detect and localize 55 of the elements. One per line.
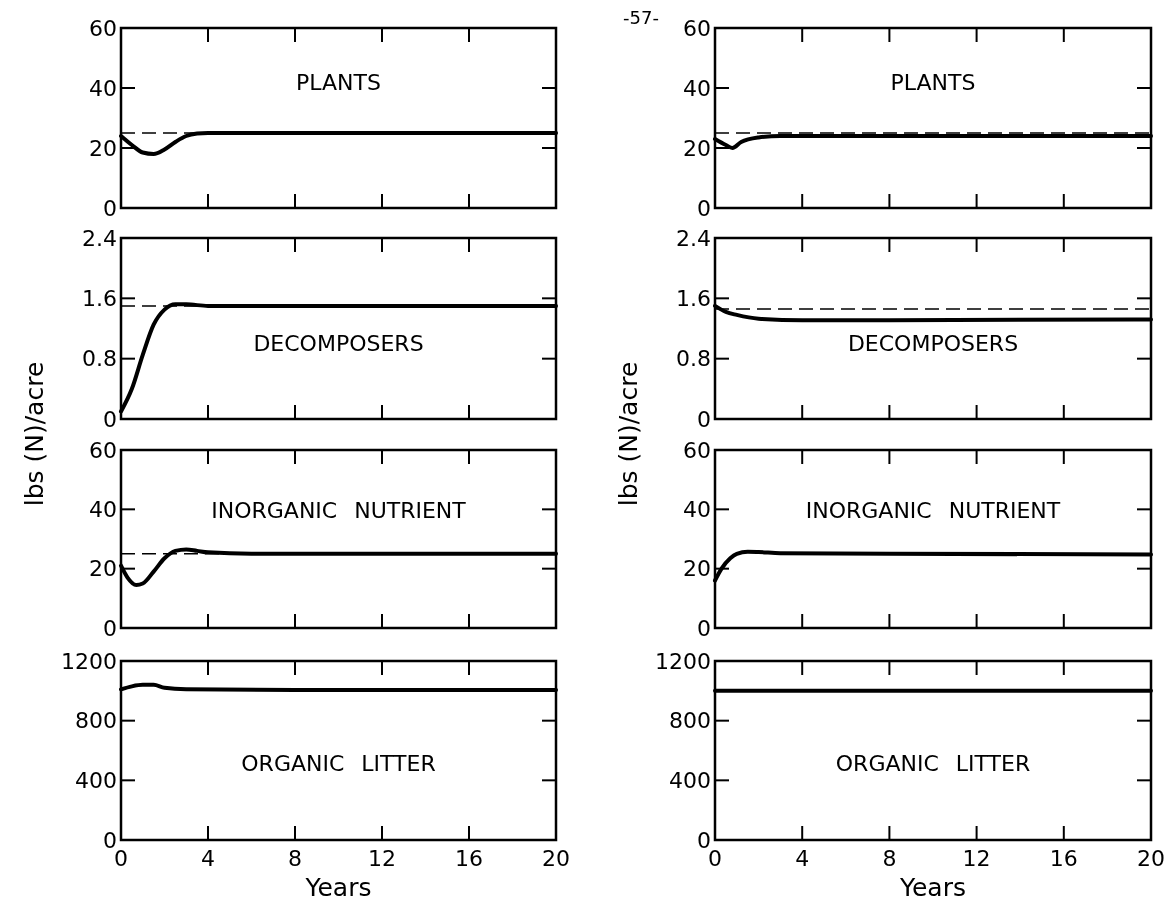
text: ORGANIC LITTER bbox=[241, 750, 436, 776]
y-tick-label: 0.8 bbox=[82, 346, 117, 372]
x-tick-label: 20 bbox=[1137, 846, 1164, 871]
y-tick-label: 60 bbox=[89, 15, 117, 41]
y-tick-label: 60 bbox=[683, 15, 711, 41]
x-axis-title: Years bbox=[304, 873, 372, 900]
y-tick-label: 0 bbox=[697, 406, 711, 432]
y-tick-label: 800 bbox=[75, 708, 117, 734]
x-tick-label: 16 bbox=[455, 846, 483, 871]
x-tick-label: 12 bbox=[368, 846, 396, 871]
y-axis-title: lbs (N)/acre bbox=[614, 361, 643, 507]
y-tick-label: 400 bbox=[75, 768, 117, 794]
y-tick-label: 0 bbox=[103, 827, 117, 853]
x-tick-label: 8 bbox=[882, 846, 897, 871]
y-tick-label: 40 bbox=[683, 497, 711, 523]
text: INORGANIC NUTRIENT bbox=[805, 498, 1061, 524]
text: ORGANIC LITTER bbox=[835, 750, 1031, 776]
y-tick-label: 60 bbox=[683, 437, 711, 463]
y-tick-label: 0 bbox=[697, 615, 711, 641]
y-tick-label: 0.8 bbox=[676, 346, 711, 372]
y-tick-label: 0 bbox=[697, 827, 711, 853]
text: -57- bbox=[623, 7, 659, 28]
x-tick-label: 12 bbox=[962, 846, 991, 871]
text: PLANTS bbox=[890, 69, 976, 95]
y-tick-label: 1.6 bbox=[676, 286, 711, 312]
x-tick-label: 16 bbox=[1049, 846, 1078, 871]
text: DECOMPOSERS bbox=[253, 330, 424, 356]
y-tick-label: 800 bbox=[669, 708, 711, 734]
text: DECOMPOSERS bbox=[847, 330, 1019, 356]
x-tick-label: 4 bbox=[795, 846, 810, 871]
text: INORGANIC NUTRIENT bbox=[211, 498, 467, 524]
y-tick-label: 0 bbox=[103, 195, 117, 221]
y-axis-title: lbs (N)/acre bbox=[20, 361, 49, 507]
y-tick-label: 0 bbox=[103, 406, 117, 432]
y-tick-label: 40 bbox=[89, 497, 117, 523]
y-tick-label: 2.4 bbox=[82, 225, 117, 251]
y-tick-label: 60 bbox=[89, 437, 117, 463]
y-tick-label: 40 bbox=[89, 75, 117, 101]
y-tick-label: 400 bbox=[669, 768, 711, 794]
y-tick-label: 20 bbox=[683, 135, 711, 161]
y-tick-label: 20 bbox=[89, 556, 117, 582]
x-tick-label: 4 bbox=[201, 846, 215, 871]
text: PLANTS bbox=[296, 69, 381, 95]
y-tick-label: 20 bbox=[683, 556, 711, 582]
y-tick-label: 1200 bbox=[655, 648, 711, 674]
y-tick-label: 40 bbox=[683, 75, 711, 101]
x-tick-label: 20 bbox=[542, 846, 570, 871]
y-tick-label: 2.4 bbox=[676, 225, 711, 251]
y-tick-label: 1200 bbox=[61, 648, 117, 674]
y-tick-label: 0 bbox=[697, 195, 711, 221]
y-tick-label: 0 bbox=[103, 615, 117, 641]
x-axis-title: Years bbox=[899, 873, 966, 900]
y-tick-label: 20 bbox=[89, 135, 117, 161]
y-tick-label: 1.6 bbox=[82, 286, 117, 312]
x-tick-label: 8 bbox=[288, 846, 302, 871]
